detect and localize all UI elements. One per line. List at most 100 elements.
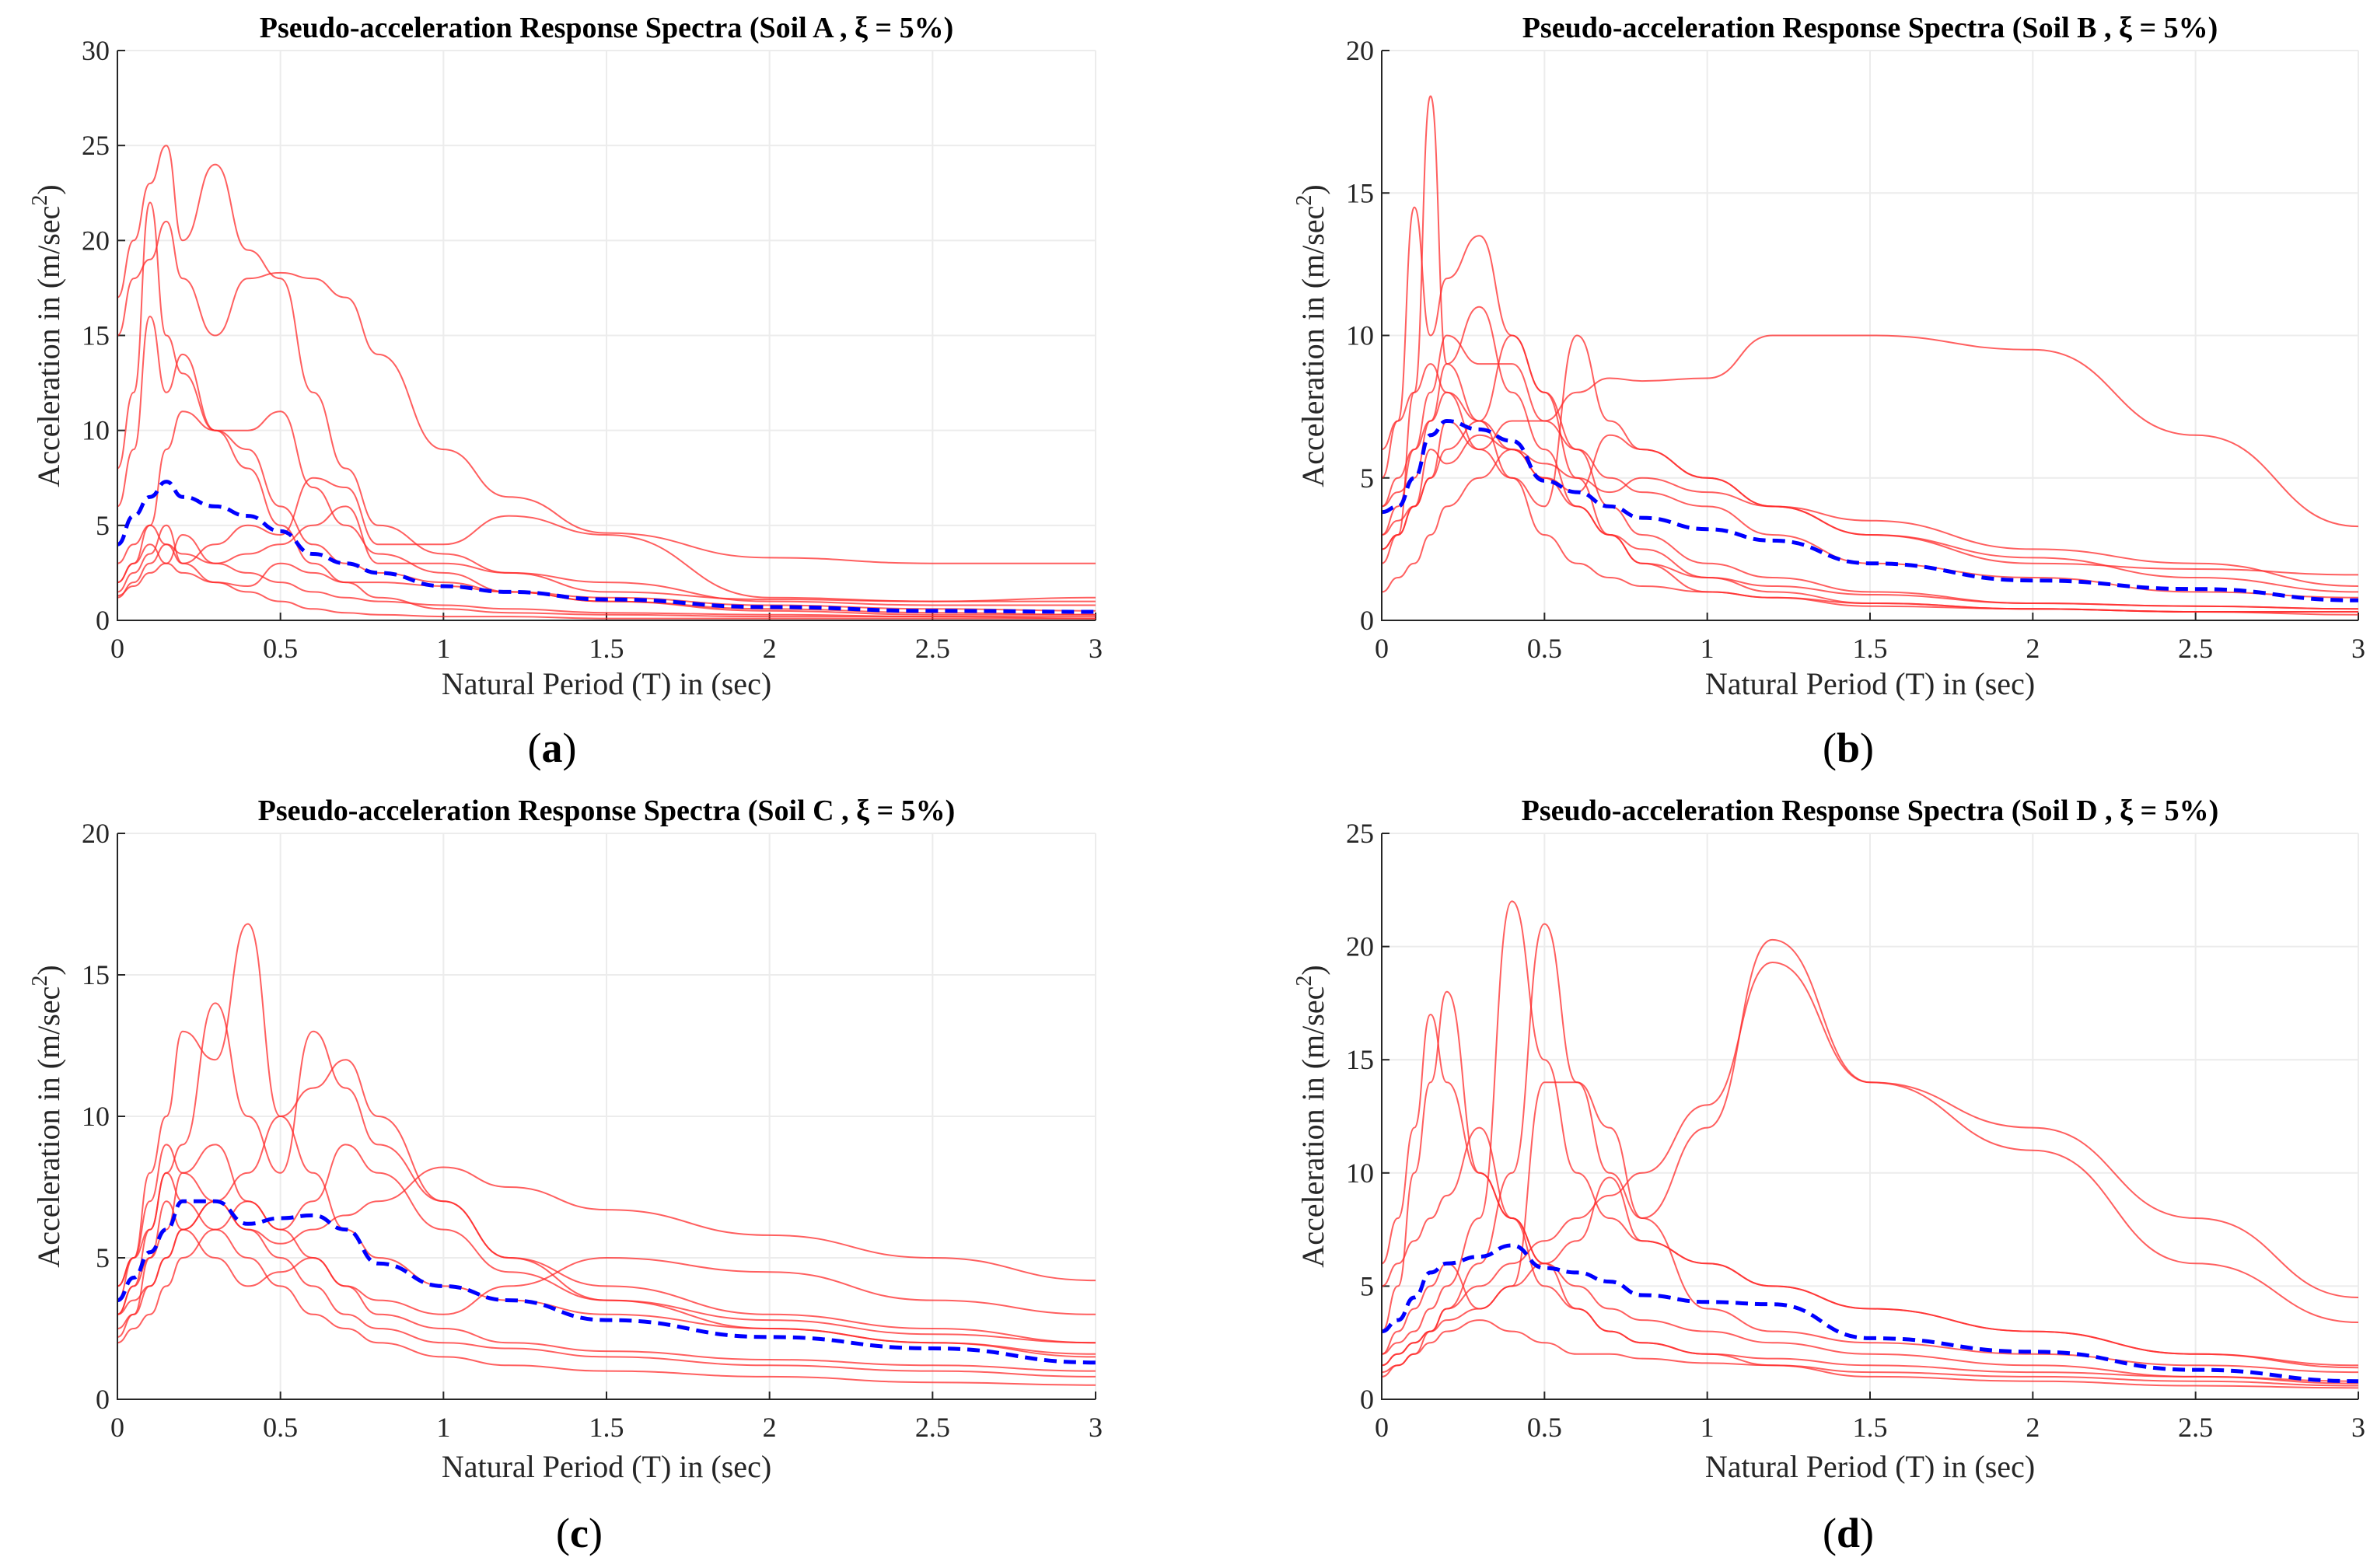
y-tick-label: 15: [1346, 1044, 1374, 1075]
record-spectrum-line: [117, 543, 1096, 618]
mean-spectrum-line: [1381, 1243, 2359, 1384]
record-spectrum-line: [1381, 434, 2359, 593]
record-spectrum-line: [117, 220, 1096, 564]
record-spectrum-line: [1381, 1013, 2359, 1385]
y-tick-label: 10: [82, 415, 110, 446]
mean-spectrum-line: [1381, 418, 2359, 602]
y-tick-label: 15: [82, 320, 110, 351]
record-spectrum-line: [117, 316, 1096, 620]
panel-c-soil-c: Pseudo-acceleration Response Spectra (So…: [28, 794, 1103, 1556]
x-tick-label: 2.5: [2178, 633, 2213, 664]
x-tick-label: 1: [436, 1412, 450, 1443]
y-axis-label: Acceleration in (m/sec2): [1292, 184, 1330, 487]
x-axis-label: Natural Period (T) in (sec): [442, 1449, 771, 1484]
record-spectrum-line: [1381, 1081, 2359, 1374]
x-tick-label: 3: [1089, 633, 1103, 664]
panel-label: (a): [528, 725, 577, 771]
x-tick-label: 3: [2351, 1412, 2365, 1443]
y-tick-label: 0: [1360, 605, 1374, 636]
mean-spectrum-line: [117, 1199, 1096, 1365]
panel-b-soil-b: Pseudo-acceleration Response Spectra (So…: [1292, 12, 2365, 771]
x-tick-label: 1.5: [1853, 1412, 1888, 1443]
y-tick-label: 10: [1346, 1158, 1374, 1189]
record-spectrum-line: [1381, 363, 2359, 616]
x-tick-label: 0.5: [263, 633, 298, 664]
x-axis-label: Natural Period (T) in (sec): [1705, 666, 2035, 701]
x-tick-label: 0.5: [1527, 633, 1562, 664]
record-spectrum-line: [117, 524, 1096, 620]
y-tick-label: 20: [1346, 931, 1374, 962]
x-tick-label: 1: [436, 633, 450, 664]
y-tick-label: 5: [96, 510, 110, 541]
y-tick-label: 20: [82, 225, 110, 256]
y-tick-label: 5: [1360, 463, 1374, 494]
record-spectrum-line: [117, 477, 1096, 602]
record-spectrum-line: [117, 1200, 1096, 1372]
x-tick-label: 2.5: [915, 1412, 950, 1443]
record-spectrum-line: [117, 145, 1096, 602]
x-tick-label: 2: [763, 633, 777, 664]
y-tick-label: 25: [82, 130, 110, 161]
y-axis-label: Acceleration in (m/sec2): [28, 184, 66, 487]
record-spectrum-line: [1381, 334, 2359, 599]
x-tick-label: 2.5: [2178, 1412, 2213, 1443]
panel-a-soil-a: Pseudo-acceleration Response Spectra (So…: [28, 12, 1103, 771]
mean-spectrum-line: [116, 480, 1096, 614]
record-spectrum-line: [117, 1200, 1096, 1344]
x-tick-label: 3: [1089, 1412, 1103, 1443]
record-spectrum-line: [117, 201, 1096, 616]
x-tick-label: 1.5: [589, 633, 624, 664]
x-tick-label: 0.5: [1527, 1412, 1562, 1443]
plot-area: 0 0.5 1 1.5 2 2.5 3 0 5 10 15 20: [1346, 35, 2365, 664]
x-tick-label: 0: [1375, 1412, 1389, 1443]
record-spectrum-line: [117, 1172, 1096, 1386]
y-axis-label: Acceleration in (m/sec2): [28, 965, 66, 1267]
record-spectrum-line: [117, 505, 1096, 606]
record-spectrum-line: [117, 1144, 1096, 1344]
x-tick-label: 3: [2351, 633, 2365, 664]
record-spectrum-line: [1381, 1126, 2359, 1382]
record-spectrum-line: [117, 1166, 1096, 1315]
x-tick-label: 2: [2026, 1412, 2040, 1443]
y-tick-label: 30: [82, 35, 110, 66]
chart-title: Pseudo-acceleration Response Spectra (So…: [1522, 794, 2219, 827]
panel-label: (c): [556, 1510, 603, 1556]
y-tick-label: 0: [96, 1384, 110, 1415]
axes: [117, 833, 1096, 1400]
axes: [1381, 833, 2358, 1400]
x-tick-label: 1.5: [1853, 633, 1888, 664]
chart-title: Pseudo-acceleration Response Spectra (So…: [260, 12, 953, 44]
panel-d-soil-d: Pseudo-acceleration Response Spectra (So…: [1292, 794, 2365, 1556]
record-spectrum-line: [117, 410, 1096, 616]
y-tick-label: 10: [1346, 320, 1374, 351]
x-tick-label: 2: [2026, 633, 2040, 664]
x-axis-label: Natural Period (T) in (sec): [442, 666, 771, 701]
y-tick-label: 20: [82, 818, 110, 849]
x-tick-label: 1: [1701, 633, 1715, 664]
y-tick-label: 25: [1346, 818, 1374, 849]
x-tick-label: 1: [1701, 1412, 1715, 1443]
chart-title: Pseudo-acceleration Response Spectra (So…: [1522, 12, 2218, 44]
record-spectrum-line: [1381, 961, 2359, 1378]
y-tick-label: 5: [1360, 1270, 1374, 1301]
x-axis-label: Natural Period (T) in (sec): [1705, 1449, 2035, 1484]
x-tick-label: 2: [763, 1412, 777, 1443]
x-tick-label: 2.5: [915, 633, 950, 664]
record-spectrum-line: [1381, 1319, 2359, 1387]
record-spectrum-line: [1381, 306, 2359, 610]
panel-label: (d): [1823, 1510, 1874, 1556]
y-tick-label: 15: [82, 959, 110, 990]
y-tick-label: 10: [82, 1101, 110, 1132]
y-tick-label: 20: [1346, 35, 1374, 66]
y-tick-label: 0: [96, 605, 110, 636]
x-tick-label: 0: [110, 633, 124, 664]
axes: [117, 51, 1096, 621]
x-tick-label: 0: [110, 1412, 124, 1443]
y-tick-label: 5: [96, 1242, 110, 1273]
chart-title: Pseudo-acceleration Response Spectra (So…: [258, 794, 956, 827]
record-spectrum-line: [117, 562, 1096, 612]
x-tick-label: 0.5: [263, 1412, 298, 1443]
y-tick-label: 15: [1346, 177, 1374, 208]
